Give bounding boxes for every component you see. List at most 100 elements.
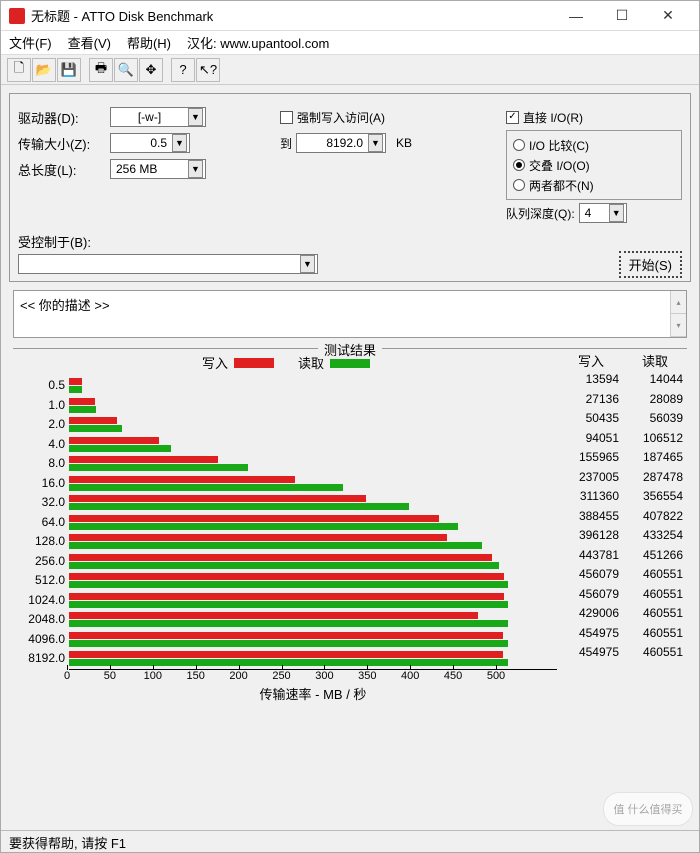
x-tick: 300 (315, 670, 333, 682)
minimize-button[interactable]: — (553, 2, 599, 30)
maximize-button[interactable]: ☐ (599, 2, 645, 30)
bar-row (69, 649, 557, 669)
bar-row (69, 571, 557, 591)
save-icon[interactable]: 💾 (57, 58, 81, 82)
write-value: 443781 (559, 546, 623, 566)
write-swatch (234, 358, 274, 368)
read-value: 460551 (623, 643, 687, 663)
io-neither-label: 两者都不(N) (529, 177, 594, 194)
menu-file[interactable]: 文件(F) (9, 33, 52, 52)
write-value: 94051 (559, 429, 623, 449)
read-value: 460551 (623, 604, 687, 624)
value-row: 388455407822 (559, 507, 687, 527)
size-to-label: 到 (280, 135, 292, 152)
io-mode-group: I/O 比较(C) 交叠 I/O(O) 两者都不(N) (506, 130, 682, 200)
read-bar (69, 386, 82, 393)
y-label: 4.0 (15, 435, 65, 455)
value-row: 5043556039 (559, 409, 687, 429)
direct-io-checkbox[interactable]: ✓ (506, 111, 519, 124)
write-bar (69, 612, 478, 619)
value-row: 155965187465 (559, 448, 687, 468)
read-bar (69, 445, 171, 452)
y-label: 64.0 (15, 513, 65, 533)
print-icon[interactable]: 🖶 (89, 58, 113, 82)
read-bar (69, 484, 343, 491)
open-icon[interactable]: 📂 (32, 58, 56, 82)
size-to-select[interactable]: 8192.0▼ (296, 133, 386, 153)
read-bar (69, 523, 458, 530)
config-panel: 驱动器(D): [-w-]▼ 传输大小(Z): 0.5▼ 总长度(L): 256… (9, 93, 691, 282)
y-label: 1.0 (15, 396, 65, 416)
bar-row (69, 552, 557, 572)
write-value: 27136 (559, 390, 623, 410)
preview-icon[interactable]: 🔍 (114, 58, 138, 82)
write-bar (69, 534, 447, 541)
watermark: 值 什么值得买 (603, 792, 693, 826)
queue-label: 队列深度(Q): (506, 205, 575, 222)
read-value: 187465 (623, 448, 687, 468)
values-table: 写入 读取 1359414044271362808950435560399405… (559, 351, 687, 703)
x-tick: 100 (144, 670, 162, 682)
size-from-select[interactable]: 0.5▼ (110, 133, 190, 153)
value-row: 237005287478 (559, 468, 687, 488)
length-select[interactable]: 256 MB▼ (110, 159, 206, 179)
write-value: 396128 (559, 526, 623, 546)
queue-select[interactable]: 4▼ (579, 203, 627, 223)
controlled-select[interactable]: ▼ (18, 254, 318, 274)
read-swatch (330, 358, 370, 368)
read-value: 56039 (623, 409, 687, 429)
write-value: 454975 (559, 643, 623, 663)
y-label: 4096.0 (15, 630, 65, 650)
io-overlap-radio[interactable] (513, 159, 525, 171)
x-tick: 150 (187, 670, 205, 682)
new-icon[interactable]: 🗋 (7, 58, 31, 82)
drive-select[interactable]: [-w-]▼ (110, 107, 206, 127)
write-value: 388455 (559, 507, 623, 527)
status-text: 要获得帮助, 请按 F1 (9, 836, 126, 851)
read-bar (69, 601, 508, 608)
write-value: 429006 (559, 604, 623, 624)
help-icon[interactable]: ? (171, 58, 195, 82)
read-bar (69, 620, 508, 627)
app-icon (9, 8, 25, 24)
read-value: 460551 (623, 624, 687, 644)
drive-label: 驱动器(D): (18, 108, 106, 127)
size-label: 传输大小(Z): (18, 134, 106, 153)
write-bar (69, 495, 366, 502)
value-row: 454975460551 (559, 624, 687, 644)
write-value: 456079 (559, 585, 623, 605)
results-title: 测试结果 (318, 340, 382, 359)
write-value: 13594 (559, 370, 623, 390)
read-bar (69, 464, 248, 471)
y-label: 2.0 (15, 415, 65, 435)
io-neither-radio[interactable] (513, 179, 525, 191)
menubar: 文件(F) 查看(V) 帮助(H) 汉化: www.upantool.com (1, 31, 699, 55)
write-value: 456079 (559, 565, 623, 585)
read-bar (69, 562, 499, 569)
y-label: 512.0 (15, 571, 65, 591)
legend-write-label: 写入 (202, 353, 228, 372)
force-write-checkbox[interactable] (280, 111, 293, 124)
scrollbar[interactable]: ▴▾ (670, 291, 686, 337)
start-button[interactable]: 开始(S) (619, 251, 682, 278)
statusbar: 要获得帮助, 请按 F1 (1, 830, 699, 852)
write-bar (69, 632, 503, 639)
titlebar: 无标题 - ATTO Disk Benchmark — ☐ ✕ (1, 1, 699, 31)
force-write-label: 强制写入访问(A) (297, 109, 385, 126)
description-box[interactable]: << 你的描述 >> ▴▾ (13, 290, 687, 338)
value-row: 311360356554 (559, 487, 687, 507)
menu-help[interactable]: 帮助(H) (127, 33, 171, 52)
x-tick: 250 (272, 670, 290, 682)
read-value: 433254 (623, 526, 687, 546)
description-text: << 你的描述 >> (20, 295, 110, 333)
close-button[interactable]: ✕ (645, 2, 691, 30)
move-icon[interactable]: ✥ (139, 58, 163, 82)
io-compare-radio[interactable] (513, 139, 525, 151)
pointer-icon[interactable]: ↖? (196, 58, 220, 82)
bar-row (69, 493, 557, 513)
x-tick: 450 (444, 670, 462, 682)
bar-row (69, 376, 557, 396)
x-tick: 350 (358, 670, 376, 682)
menu-view[interactable]: 查看(V) (68, 33, 111, 52)
read-value: 14044 (623, 370, 687, 390)
